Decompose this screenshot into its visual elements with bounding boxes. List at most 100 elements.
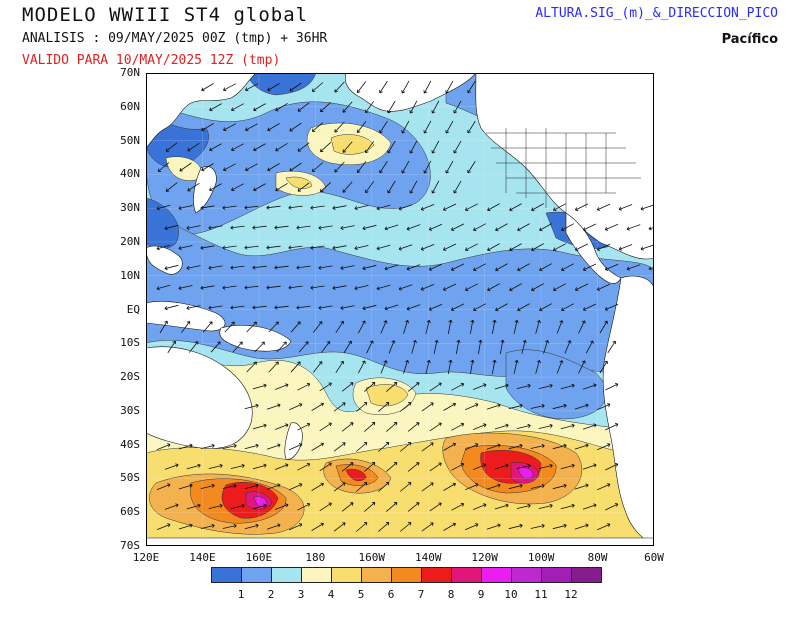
direction-arrow [167,340,176,354]
direction-arrow [574,523,589,530]
landmasses [146,73,654,546]
direction-arrow [178,523,193,530]
direction-arrow [508,483,523,490]
direction-arrow [403,359,410,374]
direction-arrow [354,245,369,251]
direction-arrow [266,205,281,210]
latitude-label: 10N [120,268,140,282]
longitude-label: 140W [414,551,442,564]
direction-arrow [156,443,171,450]
direction-arrow [487,283,500,292]
direction-arrow [341,462,354,472]
direction-arrow [290,321,301,333]
direction-arrow [311,522,324,531]
direction-arrow [473,223,486,232]
direction-arrow [311,122,324,132]
direction-arrow [648,266,654,271]
direction-arrow [379,120,388,134]
direction-arrow [274,383,289,390]
direction-arrow [431,100,440,114]
direction-arrow [156,523,171,530]
direction-arrow [244,245,259,250]
direction-arrow [340,265,355,270]
direction-arrow [486,483,501,490]
graticule [146,73,654,546]
direction-arrow [465,283,478,292]
direction-arrow [431,180,440,194]
direction-arrow [499,339,505,354]
direction-arrow [244,205,259,210]
legend-swatch [452,567,482,583]
direction-arrow [332,245,347,250]
latitude-label: 30S [120,403,140,417]
direction-arrow [246,361,257,373]
direction-arrow [275,182,288,192]
legend-label: 1 [237,588,245,601]
direction-arrow [230,225,245,230]
direction-arrow [319,462,332,472]
direction-arrow [521,339,527,354]
direction-arrow [312,321,323,333]
direction-arrow [210,341,221,353]
direction-arrow [378,482,390,492]
direction-arrow [428,223,443,231]
direction-arrow [186,305,201,310]
direction-arrow [387,140,396,154]
direction-arrow [333,442,346,452]
direction-arrow [311,482,324,491]
direction-arrow [310,205,325,210]
direction-arrow [164,304,179,311]
direction-arrow [200,285,215,290]
direction-arrow [334,81,345,93]
direction-arrow [297,502,311,511]
direction-arrow [491,359,497,374]
direction-arrow [201,83,214,92]
direction-arrow [297,142,310,152]
longitude-label: 140E [189,551,216,564]
direction-arrow [267,163,280,172]
legend-swatch [242,567,272,583]
direction-arrow [362,304,377,311]
latitude-label: 50S [120,471,140,485]
latitude-label: 70S [120,539,140,552]
direction-arrow [296,225,311,230]
longitude-label: 160W [358,551,386,564]
direction-arrow [208,265,223,270]
direction-arrow [200,443,215,449]
direction-arrow [531,243,544,252]
latitude-label: 20S [120,370,140,384]
direction-arrow [453,100,462,114]
direction-arrow [442,283,457,291]
direction-arrow [222,483,237,489]
direction-arrow [186,225,201,230]
longitude-label: 60W [644,551,664,564]
direction-arrow [156,244,171,251]
direction-arrow [252,305,267,310]
direction-arrow [245,123,258,132]
direction-arrow [365,141,375,154]
color-scale-legend [211,567,602,583]
legend-label: 8 [447,588,455,601]
direction-arrow [376,244,391,251]
direction-arrow [186,463,201,470]
direction-arrow [332,205,347,210]
direction-arrow [354,285,369,291]
direction-arrow [433,339,439,354]
direction-arrow [244,403,259,410]
direction-arrow [428,263,443,271]
direction-arrow [244,285,259,290]
direction-arrow [297,462,311,471]
direction-arrow [386,462,398,472]
direction-arrow [386,382,398,392]
direction-arrow [332,285,347,290]
direction-arrow [178,285,193,291]
direction-arrow [539,223,552,232]
direction-arrow [267,83,280,92]
direction-arrow [178,443,193,450]
legend-swatch [302,567,332,583]
direction-arrow [268,321,279,333]
direction-arrow [538,423,553,429]
direction-arrow [156,483,171,490]
direction-arrow [582,463,597,470]
us-state-borders [486,128,641,213]
